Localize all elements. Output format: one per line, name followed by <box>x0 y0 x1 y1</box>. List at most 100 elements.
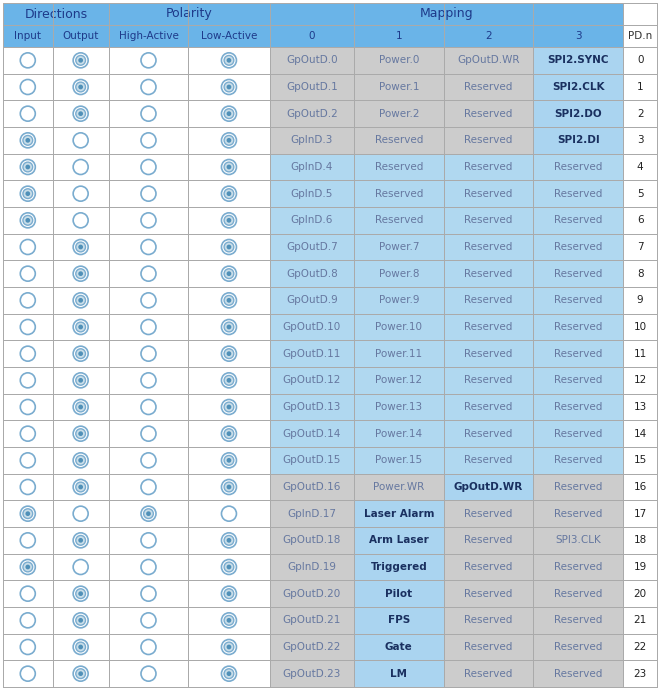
Text: 7: 7 <box>637 242 644 252</box>
Text: Reserved: Reserved <box>465 268 513 279</box>
Circle shape <box>141 400 156 415</box>
Text: Reserved: Reserved <box>375 188 423 199</box>
Bar <box>270 553 354 580</box>
Bar <box>354 447 444 473</box>
Text: Power.11: Power.11 <box>375 348 422 359</box>
Bar <box>270 74 354 100</box>
Bar <box>53 260 109 287</box>
Circle shape <box>20 640 35 655</box>
Bar <box>109 234 188 260</box>
Circle shape <box>73 560 88 575</box>
Bar <box>444 580 533 607</box>
Circle shape <box>73 480 88 495</box>
Circle shape <box>79 58 83 63</box>
Text: Arm Laser: Arm Laser <box>369 535 428 545</box>
Circle shape <box>141 239 156 255</box>
Text: Power.12: Power.12 <box>375 375 422 385</box>
Circle shape <box>222 186 236 201</box>
Bar <box>533 234 623 260</box>
Bar <box>109 367 188 394</box>
Bar <box>354 180 444 207</box>
Circle shape <box>76 455 86 465</box>
Bar <box>533 553 623 580</box>
Bar <box>3 314 53 340</box>
Bar <box>623 633 657 660</box>
Bar <box>53 207 109 234</box>
Text: Power.9: Power.9 <box>379 295 419 306</box>
Circle shape <box>222 480 236 495</box>
Circle shape <box>222 613 236 628</box>
Circle shape <box>224 189 234 199</box>
Circle shape <box>144 509 153 519</box>
Bar <box>623 607 657 633</box>
Bar <box>188 447 270 473</box>
Circle shape <box>79 644 83 649</box>
Circle shape <box>73 293 88 308</box>
Circle shape <box>226 564 231 569</box>
Circle shape <box>141 159 156 175</box>
Text: Reserved: Reserved <box>554 348 603 359</box>
Bar <box>188 367 270 394</box>
Bar <box>533 180 623 207</box>
Circle shape <box>224 402 234 412</box>
Circle shape <box>20 453 35 468</box>
Bar <box>354 420 444 447</box>
Bar <box>188 74 270 100</box>
Circle shape <box>224 535 234 545</box>
Text: Reserved: Reserved <box>465 295 513 306</box>
Bar <box>53 234 109 260</box>
Bar <box>53 367 109 394</box>
Text: Reserved: Reserved <box>554 642 603 652</box>
Bar <box>270 3 623 25</box>
Bar <box>354 260 444 287</box>
Text: 9: 9 <box>637 295 644 306</box>
Circle shape <box>73 400 88 415</box>
Text: Reserved: Reserved <box>465 322 513 332</box>
Text: Reserved: Reserved <box>554 482 603 492</box>
Bar <box>623 180 657 207</box>
Circle shape <box>222 506 236 521</box>
Bar <box>188 180 270 207</box>
Bar <box>3 420 53 447</box>
Text: Gate: Gate <box>385 642 412 652</box>
Bar <box>533 25 623 47</box>
Bar <box>53 74 109 100</box>
Bar <box>53 180 109 207</box>
Circle shape <box>76 615 86 625</box>
Bar <box>354 607 444 633</box>
Bar <box>270 25 354 47</box>
Text: 17: 17 <box>634 509 647 519</box>
Circle shape <box>76 109 86 119</box>
Bar <box>444 660 533 687</box>
Bar <box>3 580 53 607</box>
Text: GpOutD.1: GpOutD.1 <box>286 82 338 92</box>
Bar <box>444 25 533 47</box>
Bar <box>3 553 53 580</box>
Text: Reserved: Reserved <box>465 135 513 146</box>
Bar <box>188 607 270 633</box>
Circle shape <box>79 404 83 409</box>
Text: FPS: FPS <box>387 615 410 625</box>
Bar <box>3 47 53 74</box>
Text: Reserved: Reserved <box>554 402 603 412</box>
Circle shape <box>226 404 231 409</box>
Circle shape <box>79 538 83 543</box>
Bar <box>109 47 188 74</box>
Text: GpOutD.2: GpOutD.2 <box>286 108 338 119</box>
Text: Reserved: Reserved <box>465 535 513 545</box>
Text: High-Active: High-Active <box>119 31 178 41</box>
Bar <box>444 287 533 314</box>
Bar <box>444 100 533 127</box>
Bar <box>53 100 109 127</box>
Bar <box>623 447 657 473</box>
Circle shape <box>20 186 35 201</box>
Bar <box>53 127 109 154</box>
Circle shape <box>73 79 88 95</box>
Bar <box>444 234 533 260</box>
Bar <box>3 367 53 394</box>
Text: Reserved: Reserved <box>554 428 603 439</box>
Bar <box>623 500 657 527</box>
Bar <box>109 420 188 447</box>
Circle shape <box>20 586 35 601</box>
Circle shape <box>76 482 86 492</box>
